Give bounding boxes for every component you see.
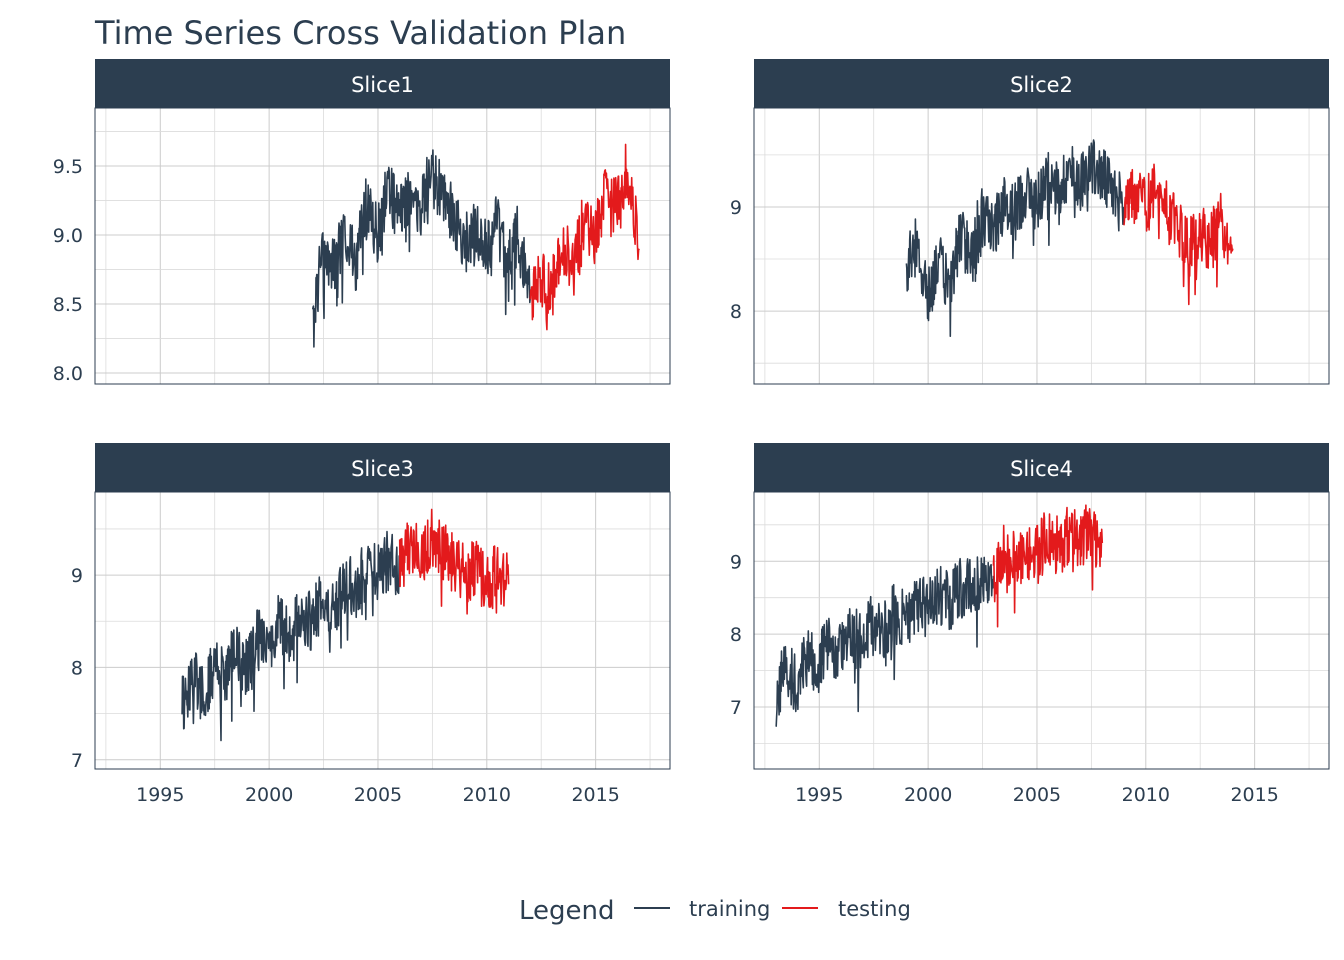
strip-slice3 (95, 443, 670, 492)
series-line-testing (398, 508, 510, 615)
strip-slice4 (754, 443, 1329, 492)
panel-border (753, 491, 1330, 770)
x-tick-label: 2010 (463, 784, 511, 806)
y-tick-label: 9.0 (53, 225, 83, 247)
strip-label: Slice2 (1010, 73, 1073, 97)
panel-border (753, 107, 1330, 385)
chart-title: Time Series Cross Validation Plan (94, 14, 626, 52)
series-line-testing (992, 504, 1104, 628)
y-tick-label: 8 (71, 657, 83, 679)
series-line-testing (1123, 163, 1234, 306)
panel-slice2: Slice2 8 9 (730, 59, 1330, 385)
x-tick-label: 2005 (1013, 784, 1061, 806)
strip-slice2 (754, 59, 1329, 108)
x-tick-label: 2000 (245, 784, 293, 806)
legend-label-testing: testing (838, 897, 911, 921)
strip-label: Slice4 (1010, 457, 1073, 481)
x-tick-label: 2010 (1122, 784, 1170, 806)
panel-slice1: Slice1 8.0 8.5 9.0 9.5 (53, 59, 671, 385)
series-line-training (181, 530, 401, 742)
legend-title: Legend (519, 896, 615, 926)
strip-label: Slice3 (351, 457, 414, 481)
y-tick-label: 8.5 (53, 294, 83, 316)
y-tick-label: 9.5 (53, 156, 83, 178)
panel-slice3: Slice3 7 8 9 1995 2000 2005 2010 2015 (71, 443, 671, 806)
series-line-training (905, 139, 1125, 337)
x-tick-label: 2015 (571, 784, 619, 806)
panel-slice4: Slice4 7 8 9 1995 2000 2005 2010 2015 (730, 443, 1330, 806)
x-tick-label: 2000 (904, 784, 952, 806)
y-tick-label: 7 (71, 750, 83, 772)
strip-slice1 (95, 59, 670, 108)
x-tick-label: 2015 (1230, 784, 1278, 806)
panel-border (94, 491, 671, 770)
x-tick-label: 2005 (354, 784, 402, 806)
y-tick-label: 8 (730, 624, 742, 646)
y-tick-label: 8.0 (53, 363, 83, 385)
strip-label: Slice1 (351, 73, 414, 97)
y-tick-label: 8 (730, 301, 742, 323)
legend: Legend training testing (519, 896, 911, 926)
series-line-testing (529, 143, 640, 331)
legend-label-training: training (689, 897, 770, 921)
series-line-training (311, 149, 532, 348)
y-tick-label: 9 (730, 551, 742, 573)
y-tick-label: 9 (71, 565, 83, 587)
y-tick-label: 9 (730, 197, 742, 219)
facet-panels: Slice1 8.0 8.5 9.0 9.5 Slice2 8 9 Slice3 7 8 9 1995 2… (53, 59, 1330, 806)
panel-border (94, 107, 671, 385)
x-tick-label: 1995 (795, 784, 843, 806)
series-line-training (775, 556, 995, 727)
y-tick-label: 7 (730, 697, 742, 719)
x-tick-label: 1995 (136, 784, 184, 806)
